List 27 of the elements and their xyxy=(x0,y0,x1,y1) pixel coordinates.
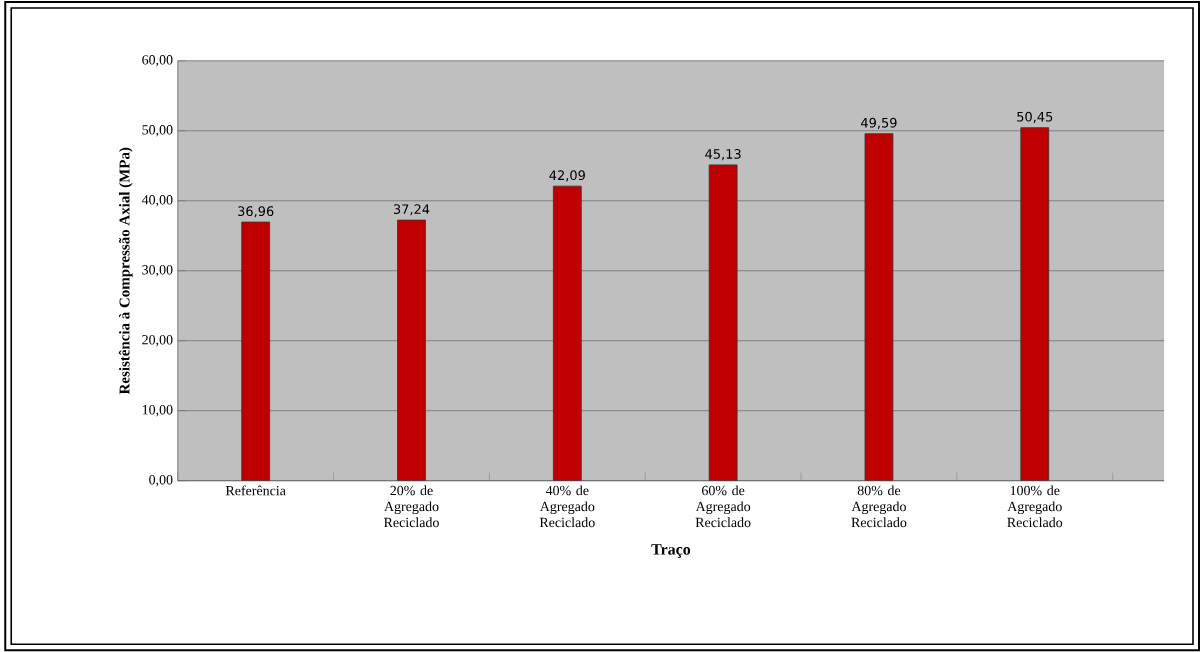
y-tick-label: 0,00 xyxy=(149,474,173,487)
x-tick-label: 40% de Agregado Reciclado xyxy=(539,485,595,528)
bar xyxy=(552,185,582,481)
y-axis-title: Resistência à Compressão Axial (MPa) xyxy=(118,147,133,395)
data-label: 42,09 xyxy=(549,170,585,182)
y-tick-label: 50,00 xyxy=(142,124,173,137)
data-label: 37,24 xyxy=(393,204,430,216)
bar xyxy=(397,219,426,481)
x-tick-label: 100% de Agregado Reciclado xyxy=(1007,485,1063,528)
data-label: 36,96 xyxy=(238,206,274,218)
data-label: 50,45 xyxy=(1017,111,1053,123)
bar xyxy=(864,133,894,481)
y-tick-label: 60,00 xyxy=(142,55,173,67)
x-tick-label: 20% de Agregado Reciclado xyxy=(384,485,439,528)
y-tick-label: 30,00 xyxy=(142,264,173,277)
bar xyxy=(1020,127,1050,481)
data-label: 49,59 xyxy=(861,117,897,129)
y-tick-label: 10,00 xyxy=(142,404,173,417)
x-tick-label: Referência xyxy=(225,485,286,496)
x-axis-title: Traço xyxy=(651,544,691,558)
bar xyxy=(708,164,738,481)
x-tick-label: 80% de Agregado Reciclado xyxy=(851,485,907,528)
data-label: 45,13 xyxy=(705,148,741,161)
bar xyxy=(241,221,271,481)
y-tick-label: 20,00 xyxy=(142,334,173,347)
x-tick-label: 60% de Agregado Reciclado xyxy=(695,485,751,528)
y-tick-label: 40,00 xyxy=(141,194,173,207)
